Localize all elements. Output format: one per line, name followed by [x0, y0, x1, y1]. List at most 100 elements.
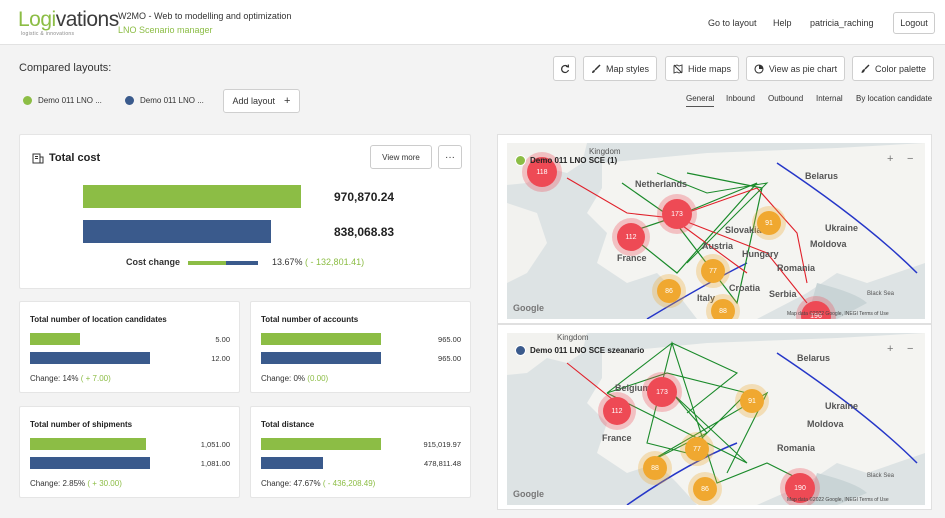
- geo-label: Italy: [697, 293, 716, 303]
- cluster-marker[interactable]: 91: [757, 211, 781, 235]
- total-cost-value-layout-2: 838,068.83: [334, 225, 395, 239]
- geo-label: Netherlands: [635, 179, 688, 189]
- geo-label: Austria: [702, 241, 734, 251]
- geo-label: Ukraine: [825, 223, 859, 233]
- metric-value-layout-1: 5.00: [215, 335, 230, 344]
- cluster-marker[interactable]: 86: [657, 279, 681, 303]
- app-subtitle: LNO Scenario manager: [118, 25, 213, 35]
- change-prefix: Change:: [261, 479, 292, 488]
- cluster-marker[interactable]: 112: [603, 397, 631, 425]
- google-logo: Google: [513, 489, 544, 499]
- map-layout-color-dot: [515, 155, 526, 166]
- add-layout-label: Add layout: [232, 96, 276, 106]
- change-prefix: Change:: [30, 374, 61, 383]
- cluster-marker[interactable]: 190: [785, 473, 815, 503]
- layout-2-color-dot: [125, 96, 134, 105]
- palette-icon: [861, 64, 870, 73]
- cluster-marker[interactable]: 91: [740, 389, 764, 413]
- metric-value-layout-1: 965.00: [438, 335, 461, 344]
- geo-label: Slovakia: [725, 225, 762, 235]
- tab-outbound[interactable]: Outbound: [768, 94, 804, 103]
- total-cost-card: Total cost View more ··· 970,870.24 838,…: [19, 134, 471, 289]
- metric-bar-layout-2: [30, 457, 150, 469]
- change-abs: ( + 7.00): [80, 374, 111, 383]
- cluster-marker[interactable]: 173: [647, 377, 677, 407]
- map-attribution[interactable]: Map data ©2022 Google, INEGI Terms of Us…: [787, 311, 889, 317]
- zoom-out-button[interactable]: −: [907, 343, 914, 355]
- metric-value-layout-2: 478,811.48: [424, 459, 461, 468]
- layout-item-2[interactable]: Demo 011 LNO ...: [125, 96, 204, 105]
- google-logo: Google: [513, 303, 544, 313]
- metric-card-shipments: Total number of shipments 1,051.00 1,081…: [19, 406, 240, 498]
- view-as-pie-chart-button[interactable]: View as pie chart: [746, 56, 845, 81]
- logo[interactable]: Logivations: [18, 8, 119, 32]
- metric-bar-layout-1: [261, 438, 381, 450]
- hide-maps-button[interactable]: Hide maps: [665, 56, 739, 81]
- layout-1-name: Demo 011 LNO ...: [38, 96, 102, 105]
- metric-bar-layout-1: [261, 333, 381, 345]
- cost-change-bar: [188, 261, 258, 265]
- metric-change: Change: 2.85% ( + 30.00): [30, 479, 122, 488]
- logo-text-right: vations: [55, 8, 120, 31]
- metric-title: Total number of location candidates: [30, 315, 167, 324]
- logo-tagline: logistic & innovations: [21, 31, 75, 37]
- cost-change-abs: ( - 132,801.41): [305, 257, 365, 267]
- cluster-marker[interactable]: 173: [662, 199, 692, 229]
- metric-title: Total distance: [261, 420, 315, 429]
- cluster-marker[interactable]: 112: [617, 223, 645, 251]
- help-link[interactable]: Help: [773, 18, 792, 28]
- zoom-in-button[interactable]: +: [887, 343, 894, 355]
- user-menu[interactable]: patricia_raching: [810, 18, 874, 28]
- pie-chart-icon: [754, 63, 764, 74]
- cluster-marker[interactable]: 77: [685, 437, 709, 461]
- geo-label: Black Sea: [867, 473, 895, 479]
- cluster-marker[interactable]: 88: [643, 456, 667, 480]
- map-canvas: [507, 333, 925, 505]
- change-prefix: Change:: [30, 479, 61, 488]
- cluster-marker[interactable]: 196: [801, 301, 831, 319]
- metric-bar-layout-2: [30, 352, 150, 364]
- cluster-marker[interactable]: 88: [711, 299, 735, 319]
- add-layout-button[interactable]: Add layout +: [223, 89, 300, 113]
- geo-label: Hungary: [742, 249, 779, 259]
- zoom-out-button[interactable]: −: [907, 153, 914, 165]
- view-as-pie-chart-label: View as pie chart: [768, 63, 838, 74]
- tab-by-location-candidate[interactable]: By location candidate: [856, 94, 933, 103]
- color-palette-button[interactable]: Color palette: [852, 56, 934, 81]
- metric-bar-layout-1: [30, 438, 147, 450]
- geo-label: Romania: [777, 263, 816, 273]
- metric-value-layout-1: 915,019.97: [423, 440, 461, 449]
- view-more-button[interactable]: View more: [370, 145, 432, 169]
- cluster-marker[interactable]: 86: [693, 477, 717, 501]
- geo-label: France: [602, 433, 632, 443]
- hide-maps-label: Hide maps: [687, 63, 732, 74]
- map-layout-2[interactable]: Kingdom Belarus Belgium Ukraine Moldova …: [507, 333, 925, 505]
- cluster-marker[interactable]: 118: [527, 157, 557, 187]
- map-styles-label: Map styles: [605, 63, 649, 74]
- map-layout-1[interactable]: Kingdom Netherlands Belarus Ukraine Slov…: [507, 143, 925, 319]
- zoom-in-button[interactable]: +: [887, 153, 894, 165]
- metric-change: Change: 14% ( + 7.00): [30, 374, 111, 383]
- tab-inbound[interactable]: Inbound: [726, 94, 755, 103]
- map-attribution[interactable]: Map data ©2022 Google, INEGI Terms of Us…: [787, 497, 889, 503]
- map-off-icon: [673, 63, 683, 74]
- change-abs: ( + 30.00): [87, 479, 122, 488]
- tab-general[interactable]: General: [686, 94, 715, 107]
- cluster-marker[interactable]: 77: [701, 259, 725, 283]
- metric-bar-layout-2: [261, 457, 324, 469]
- more-options-button[interactable]: ···: [438, 145, 462, 169]
- cash-stack-icon: [32, 153, 44, 164]
- logout-button[interactable]: Logout: [893, 12, 935, 34]
- geo-label: Kingdom: [557, 333, 589, 342]
- refresh-button[interactable]: [553, 56, 576, 81]
- geo-label: Belgium: [615, 383, 651, 393]
- layout-item-1[interactable]: Demo 011 LNO ...: [23, 96, 102, 105]
- layout-1-color-dot: [23, 96, 32, 105]
- go-to-layout-link[interactable]: Go to layout: [708, 18, 757, 28]
- tab-internal[interactable]: Internal: [816, 94, 843, 103]
- change-abs: (0.00): [307, 374, 329, 383]
- map-panel-layout-1: Kingdom Netherlands Belarus Ukraine Slov…: [497, 134, 932, 324]
- map-styles-button[interactable]: Map styles: [583, 56, 657, 81]
- plus-icon: +: [284, 95, 291, 107]
- metric-change: Change: 47.67% ( - 436,208.49): [261, 479, 375, 488]
